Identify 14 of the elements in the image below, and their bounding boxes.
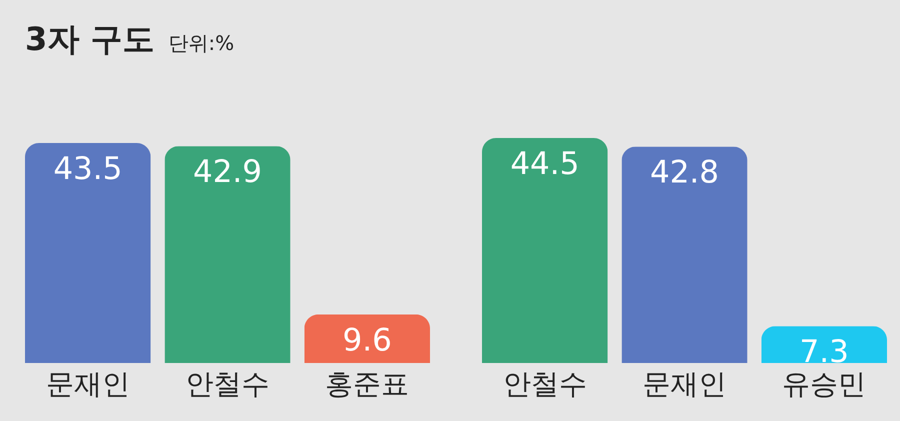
x-tick-label: 문재인 bbox=[642, 368, 726, 400]
data-label: 42.9 bbox=[192, 154, 262, 190]
data-label: 9.6 bbox=[342, 322, 392, 358]
data-label: 43.5 bbox=[53, 151, 122, 188]
data-label: 7.3 bbox=[800, 334, 849, 370]
x-tick-label: 안철수 bbox=[186, 368, 270, 400]
chart-title: 3자 구도 bbox=[25, 20, 154, 58]
x-tick-label: 안철수 bbox=[502, 368, 587, 400]
x-tick-label: 문재인 bbox=[46, 368, 130, 400]
data-label: 44.5 bbox=[510, 146, 580, 182]
x-tick-label: 유승민 bbox=[782, 368, 866, 400]
data-label: 42.8 bbox=[650, 154, 720, 191]
x-tick-label: 홍준표 bbox=[325, 368, 410, 400]
chart-subtitle: 단위:% bbox=[168, 31, 234, 55]
